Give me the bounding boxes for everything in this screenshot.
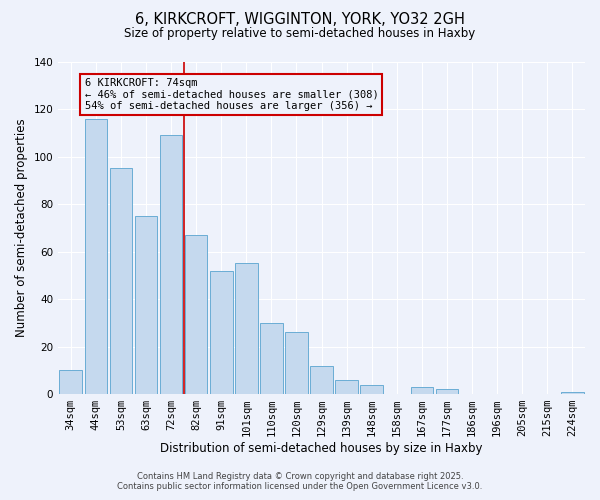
Text: 6 KIRKCROFT: 74sqm
← 46% of semi-detached houses are smaller (308)
54% of semi-d: 6 KIRKCROFT: 74sqm ← 46% of semi-detache…: [85, 78, 378, 112]
Bar: [110, 168, 132, 394]
Y-axis label: Number of semi-detached properties: Number of semi-detached properties: [15, 118, 28, 337]
Bar: [335, 380, 358, 394]
Bar: [210, 270, 233, 394]
Bar: [235, 264, 257, 394]
Bar: [185, 235, 208, 394]
Bar: [561, 392, 584, 394]
Bar: [410, 387, 433, 394]
Text: Contains HM Land Registry data © Crown copyright and database right 2025.
Contai: Contains HM Land Registry data © Crown c…: [118, 472, 482, 491]
Bar: [134, 216, 157, 394]
Bar: [59, 370, 82, 394]
Text: 6, KIRKCROFT, WIGGINTON, YORK, YO32 2GH: 6, KIRKCROFT, WIGGINTON, YORK, YO32 2GH: [135, 12, 465, 28]
X-axis label: Distribution of semi-detached houses by size in Haxby: Distribution of semi-detached houses by …: [160, 442, 483, 455]
Bar: [310, 366, 333, 394]
Bar: [436, 390, 458, 394]
Bar: [361, 384, 383, 394]
Bar: [85, 118, 107, 394]
Bar: [285, 332, 308, 394]
Bar: [160, 135, 182, 394]
Bar: [260, 323, 283, 394]
Text: Size of property relative to semi-detached houses in Haxby: Size of property relative to semi-detach…: [124, 28, 476, 40]
